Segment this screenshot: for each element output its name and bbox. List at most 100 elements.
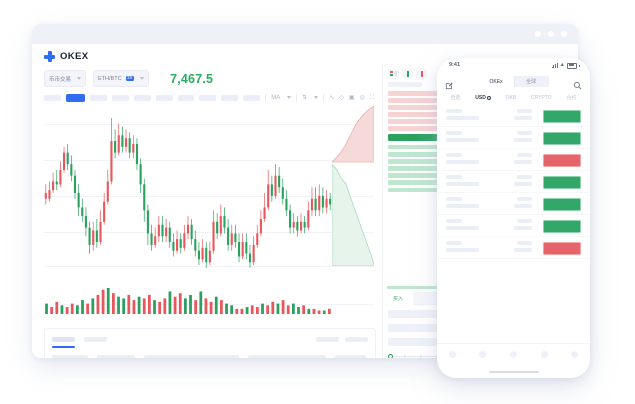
timeframe-pill[interactable] [89, 94, 107, 101]
window-controls[interactable] [535, 31, 567, 37]
orderbook-ask-row[interactable] [388, 112, 438, 117]
amount-input[interactable] [388, 324, 438, 332]
fullscreen-icon[interactable]: ⛶ [369, 94, 375, 101]
change-badge [543, 175, 581, 189]
orderbook-ask-row[interactable] [388, 105, 438, 110]
list-item[interactable] [437, 171, 590, 193]
orderbook-both-icon[interactable] [388, 69, 399, 78]
tab-contract[interactable]: 合约 [566, 95, 577, 101]
search-icon[interactable] [573, 77, 582, 90]
tab-okb[interactable]: OKB [505, 94, 517, 101]
list-item[interactable] [437, 105, 590, 127]
chevron-down-icon[interactable] [314, 96, 319, 99]
orders-tabs[interactable] [52, 337, 107, 342]
compose-icon[interactable] [445, 77, 454, 90]
phone-tabbar[interactable] [437, 343, 590, 364]
list-item[interactable] [437, 237, 590, 259]
timeframe-pill[interactable] [221, 94, 239, 101]
chevron-down-icon[interactable] [287, 96, 292, 99]
change-badge [543, 131, 581, 145]
orders-action[interactable] [316, 337, 339, 342]
orderbook-bid-row[interactable] [388, 166, 438, 171]
window-dot-3[interactable] [561, 31, 567, 37]
change-badge [543, 219, 581, 233]
tab-sell[interactable] [413, 292, 443, 305]
slider-tick [420, 355, 422, 358]
orderbook-panel: 买入 [382, 64, 443, 358]
segment-global[interactable]: 全球 [525, 79, 536, 85]
pair-select[interactable]: ETH/BTC 3X [93, 70, 150, 87]
tab-market-icon[interactable] [448, 350, 456, 358]
tab-trade-icon[interactable] [479, 350, 487, 358]
tab-assets-icon[interactable] [571, 350, 579, 358]
orderbook-bid-row[interactable] [388, 159, 438, 164]
amount-slider[interactable] [388, 354, 438, 358]
compare-icon[interactable]: ⇅ [302, 94, 308, 101]
timeframe-pill[interactable] [44, 94, 61, 101]
tab-buy[interactable]: 买入 [383, 292, 413, 305]
list-item[interactable] [437, 127, 590, 149]
orderbook-depth-select[interactable] [388, 82, 422, 87]
change-badge [543, 153, 581, 167]
indicator-icon[interactable]: MA [271, 94, 281, 101]
orderbook-bid-row[interactable] [388, 173, 438, 178]
orders-tab[interactable] [84, 337, 107, 342]
orderbook-bid-row[interactable] [388, 187, 438, 193]
change-badge [543, 197, 581, 211]
tab-favorites[interactable]: 自选 [450, 95, 461, 101]
orderbook-view-toggles[interactable] [388, 69, 427, 78]
timeframe-pill[interactable] [177, 94, 195, 101]
slider-handle[interactable] [388, 354, 393, 358]
timeframe-pill[interactable] [243, 94, 261, 101]
total-input[interactable] [388, 338, 438, 346]
tab-contract-icon[interactable] [509, 350, 517, 358]
orderbook-buy-icon[interactable] [402, 69, 413, 78]
timeframe-pill-active[interactable] [65, 93, 85, 102]
pair-name-placeholder [446, 175, 462, 179]
timeframe-pill[interactable] [133, 94, 151, 101]
orderbook-bid-row[interactable] [388, 144, 438, 150]
segment-okex[interactable]: OKEx [478, 76, 514, 87]
tab-crypto[interactable]: CRYPTO [531, 94, 552, 101]
list-item[interactable] [437, 149, 590, 171]
market-segmented-control[interactable]: OKEx 全球 [478, 76, 549, 87]
trade-tabs[interactable]: 买入 [383, 292, 443, 305]
settings-icon[interactable]: ◎ [359, 94, 365, 101]
tab-usd[interactable]: USD [475, 95, 491, 101]
orderbook-ask-row[interactable] [388, 119, 438, 124]
timeframe-pill[interactable] [199, 94, 217, 101]
orderbook-rows[interactable] [388, 91, 438, 195]
candles-layer [44, 118, 332, 314]
pair-name-placeholder [446, 197, 462, 201]
last-price: 7,467.5 [170, 71, 214, 86]
status-icons: ▲ [551, 62, 580, 69]
window-dot-2[interactable] [548, 31, 554, 37]
slider-tick [436, 355, 438, 358]
list-item[interactable] [437, 215, 590, 237]
timeframe-pill[interactable] [111, 94, 129, 101]
pair-name-placeholder [446, 109, 462, 113]
phone-category-tabs[interactable]: 自选 USD OKB CRYPTO 合约 [437, 91, 590, 104]
tab-finance-icon[interactable] [540, 350, 548, 358]
phone-market-list[interactable] [437, 105, 590, 259]
camera-icon[interactable]: ▣ [348, 94, 355, 101]
magnet-icon[interactable]: ◇ [339, 94, 344, 101]
orderbook-ask-row[interactable] [388, 98, 438, 103]
orderbook-bid-row[interactable] [388, 152, 438, 157]
orders-cell [144, 355, 239, 358]
window-dot-1[interactable] [535, 31, 541, 37]
orderbook-sell-icon[interactable] [416, 69, 427, 78]
orders-actions[interactable] [316, 337, 368, 342]
market-type-select[interactable]: 币币交易 [44, 70, 87, 87]
list-item[interactable] [437, 193, 590, 215]
orders-action[interactable] [345, 337, 368, 342]
price-input[interactable] [388, 310, 438, 318]
timeframe-pill[interactable] [155, 94, 173, 101]
orderbook-ask-row[interactable] [388, 126, 438, 131]
orders-tab-active[interactable] [52, 337, 75, 342]
orderbook-ask-row[interactable] [388, 91, 438, 96]
draw-icon[interactable]: ∿ [329, 94, 335, 101]
price-chart[interactable] [44, 105, 375, 321]
orderbook-bid-row[interactable] [388, 180, 438, 185]
